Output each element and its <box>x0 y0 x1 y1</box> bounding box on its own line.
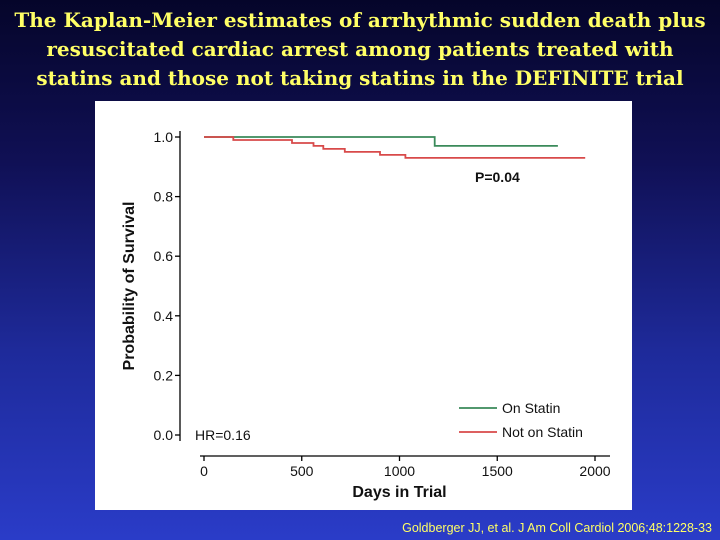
x-tick-label: 1000 <box>384 463 415 479</box>
title-line-2: resuscitated cardiac arrest among patien… <box>46 37 674 61</box>
y-tick-label: 0.4 <box>154 308 174 324</box>
title-line-1: The Kaplan-Meier estimates of arrhythmic… <box>14 8 706 32</box>
y-tick-label: 0.0 <box>154 427 174 443</box>
x-axis-title: Days in Trial <box>352 484 446 501</box>
y-tick-label: 0.8 <box>154 189 174 205</box>
slide-title: The Kaplan-Meier estimates of arrhythmic… <box>0 6 720 93</box>
legend-label: Not on Statin <box>502 424 583 440</box>
x-tick-label: 2000 <box>579 463 610 479</box>
p-value-label: P=0.04 <box>475 169 520 185</box>
y-tick-label: 0.2 <box>154 367 174 383</box>
chart-panel: 0.0 0.2 0.4 0.6 0.8 1.0 0 500 1000 1500 2000 Days i… <box>95 101 632 510</box>
y-axis-title: Probability of Survival <box>121 202 138 371</box>
km-chart: 0.0 0.2 0.4 0.6 0.8 1.0 0 500 1000 1500 2000 Days i… <box>121 129 611 501</box>
series-line-on-statin <box>204 136 558 147</box>
y-tick-label: 1.0 <box>154 129 174 145</box>
legend-label: On Statin <box>502 400 560 416</box>
citation: Goldberger JJ, et al. J Am Coll Cardiol … <box>402 521 712 535</box>
hr-label: HR=0.16 <box>195 427 251 443</box>
series-line-not-on-statin <box>204 136 586 159</box>
y-tick-label: 0.6 <box>154 248 174 264</box>
x-tick-label: 0 <box>200 463 208 479</box>
title-line-3: statins and those not taking statins in … <box>36 66 684 90</box>
x-tick-label: 500 <box>290 463 314 479</box>
x-tick-label: 1500 <box>482 463 513 479</box>
